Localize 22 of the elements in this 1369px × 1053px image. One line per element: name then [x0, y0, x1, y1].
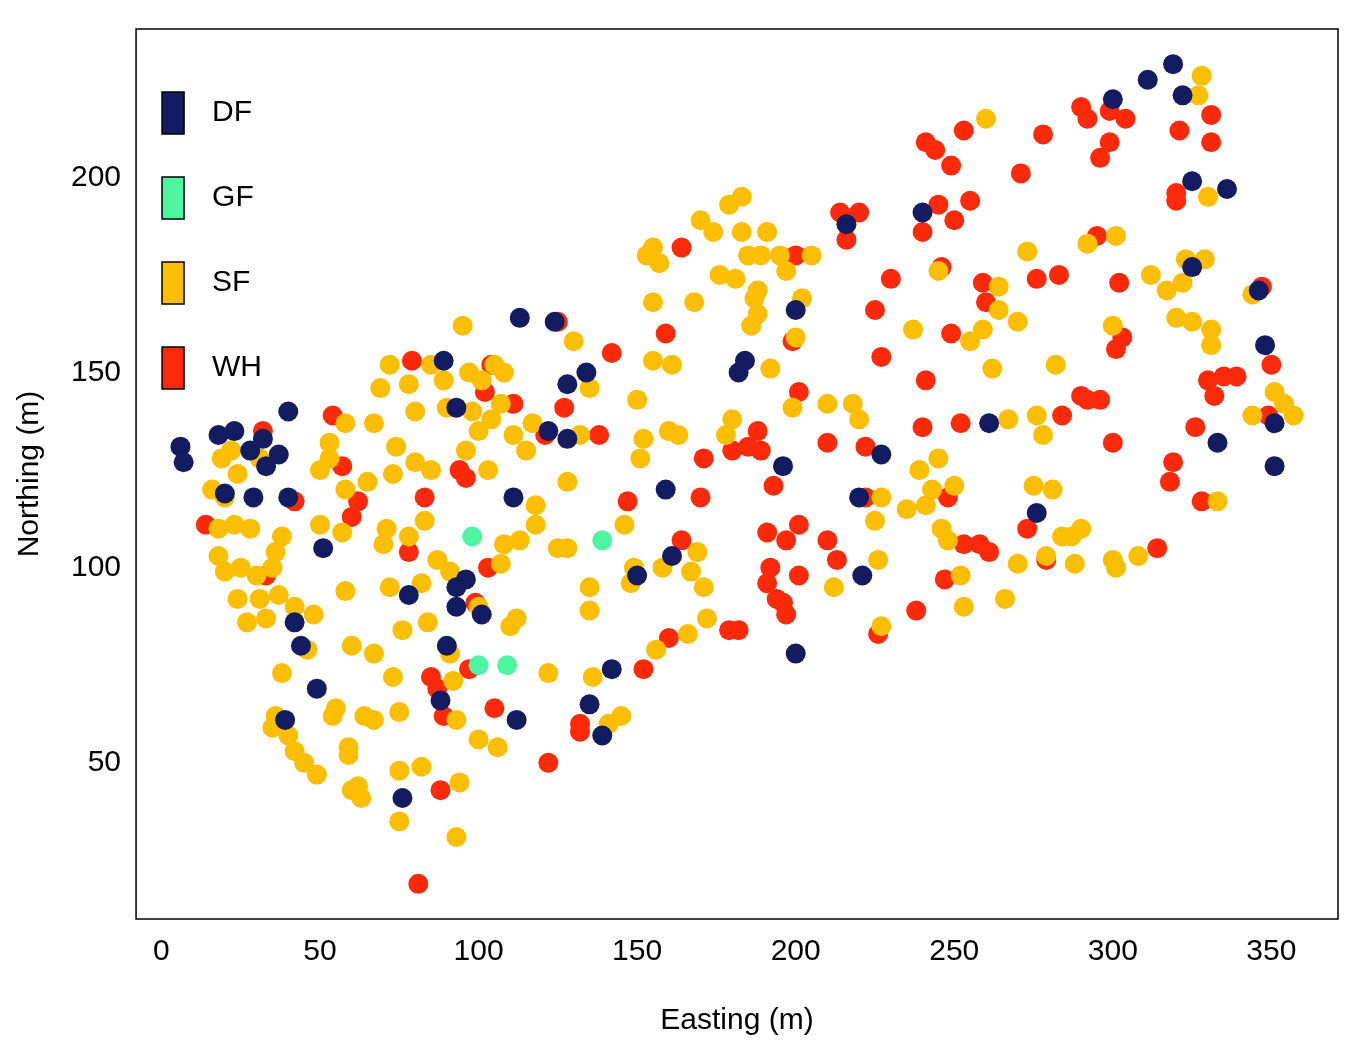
- x-tick-label: 50: [303, 933, 337, 967]
- y-axis-title: Northing (m): [11, 390, 45, 558]
- y-tick-label: 50: [87, 744, 122, 778]
- point: [462, 526, 483, 547]
- x-tick-label: 150: [612, 933, 663, 967]
- x-tick-label: 100: [453, 933, 504, 967]
- x-tick-label: 350: [1246, 933, 1297, 967]
- y-tick-label: 200: [70, 158, 122, 192]
- legend-label: DF: [212, 94, 253, 128]
- x-tick-label: 200: [770, 933, 821, 967]
- legend-label: GF: [212, 179, 254, 213]
- x-tick-label: 0: [153, 933, 170, 967]
- x-tick-label: 250: [929, 933, 980, 967]
- legend-label: WH: [212, 349, 263, 383]
- point: [497, 655, 518, 676]
- y-tick-label: 150: [70, 353, 122, 387]
- x-tick-label: 300: [1087, 933, 1138, 967]
- point: [468, 655, 489, 676]
- point: [592, 530, 613, 551]
- legend-label: SF: [212, 264, 251, 298]
- y-tick-label: 100: [70, 548, 122, 582]
- x-axis-title: Easting (m): [660, 1002, 814, 1036]
